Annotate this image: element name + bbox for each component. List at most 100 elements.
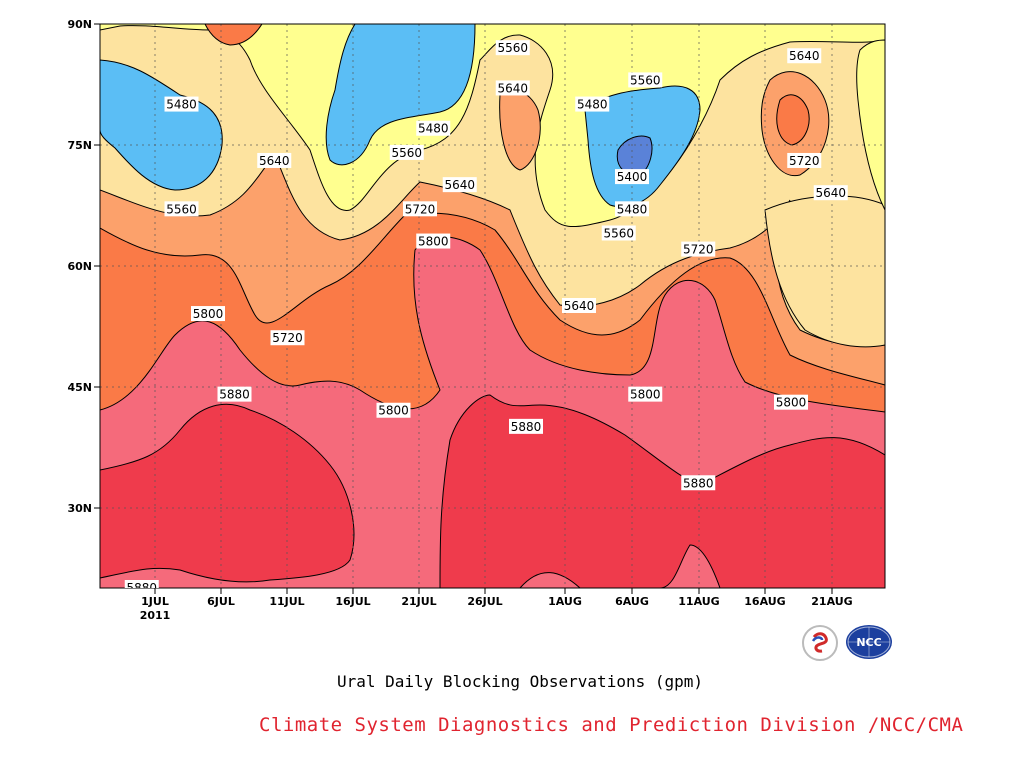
contour-label-text: 5640 bbox=[789, 49, 820, 63]
x-tick-label: 16JUL bbox=[335, 595, 370, 608]
fill-5400-5480-left bbox=[100, 59, 223, 191]
contour-label-text: 5560 bbox=[630, 73, 661, 87]
y-tick-label: 75N bbox=[67, 139, 92, 152]
contour-chart: 90N 75N 60N 45N 30N 1JUL 6JUL 11JUL 16JU… bbox=[67, 18, 886, 622]
contour-label: 5480 bbox=[164, 96, 199, 112]
contour-label-bg bbox=[495, 40, 530, 56]
contour-label-bg bbox=[495, 80, 530, 96]
contour-label-text: 5720 bbox=[683, 243, 714, 257]
contour-label: 5640 bbox=[787, 48, 822, 64]
x-tick-label: 6JUL bbox=[207, 595, 235, 608]
contour-label-bg bbox=[270, 330, 305, 346]
contour-label: 5640 bbox=[442, 177, 477, 193]
contour-label: 5720 bbox=[403, 201, 437, 217]
contour-label: 5560 bbox=[628, 72, 663, 88]
contour-label-text: 5800 bbox=[630, 388, 661, 402]
contour-label: 5880 bbox=[681, 475, 716, 491]
contour-label-bg bbox=[217, 386, 252, 402]
contour-label-text: 5880 bbox=[219, 388, 250, 402]
contour-label-text: 5480 bbox=[617, 202, 648, 216]
contour-label-bg bbox=[628, 386, 663, 402]
contour-labels: 5480 5560 5640 5800 5720 5880 5880 5480 5560 5640… bbox=[124, 40, 848, 595]
contour-label-text: 5640 bbox=[259, 154, 290, 168]
y-tick-label: 45N bbox=[67, 381, 92, 394]
contour-label-text: 5720 bbox=[272, 331, 303, 345]
ncc-logo-icon: NCC bbox=[846, 625, 892, 659]
x-tick-label: 1AUG bbox=[548, 595, 582, 608]
x-tick-label: 1JUL bbox=[141, 595, 169, 608]
contour-label-text: 5720 bbox=[789, 154, 820, 168]
contour-label: 5800 bbox=[774, 394, 808, 410]
contour-label-bg bbox=[628, 72, 663, 88]
plot-frame bbox=[99, 23, 886, 589]
contour-label-bg bbox=[164, 96, 199, 112]
fill-5720-5800-isle-top bbox=[204, 24, 263, 46]
contour-label-bg bbox=[681, 241, 716, 257]
contour-label-text: 5800 bbox=[193, 307, 224, 321]
contour-label-text: 5800 bbox=[418, 235, 449, 249]
contour-label: 5880 bbox=[217, 386, 252, 402]
contour-label: 5800 bbox=[416, 233, 451, 249]
x-tick-label: 21AUG bbox=[811, 595, 852, 608]
contour-label-bg bbox=[509, 418, 543, 434]
contour-label-bg bbox=[774, 394, 808, 410]
contour-label-bg bbox=[416, 233, 451, 249]
contour-label: 5800 bbox=[628, 386, 663, 402]
contour-label-text: 5480 bbox=[418, 122, 449, 136]
y-tick-label: 60N bbox=[67, 260, 92, 273]
contour-label-bg bbox=[615, 201, 649, 217]
contour-label-bg bbox=[389, 144, 424, 160]
contour-label: 5400 bbox=[615, 169, 649, 185]
contour-label-bg bbox=[416, 120, 451, 136]
contour-label: 5480 bbox=[575, 96, 610, 112]
contour-label-bg bbox=[164, 201, 199, 217]
fill-5400-5480-mid bbox=[325, 24, 476, 166]
contour-label: 5880 bbox=[124, 580, 159, 595]
contour-label: 5560 bbox=[601, 225, 636, 241]
contour-label-bg bbox=[575, 96, 610, 112]
contour-label-text: 5640 bbox=[444, 178, 475, 192]
contour-label: 5720 bbox=[270, 330, 305, 346]
x-tick-label: 26JUL bbox=[467, 595, 502, 608]
fill-above-5880-left bbox=[100, 403, 355, 583]
y-tick-label: 90N bbox=[67, 18, 92, 31]
contour-fills bbox=[100, 24, 885, 588]
x-tick-label: 6AUG bbox=[615, 595, 649, 608]
contour-label: 5560 bbox=[164, 201, 199, 217]
contour-label-bg bbox=[787, 152, 822, 168]
contour-label: 5800 bbox=[191, 306, 225, 322]
contour-label: 5640 bbox=[813, 185, 848, 201]
bcc-logo-icon bbox=[802, 625, 838, 661]
fill-5480-5560 bbox=[100, 24, 885, 228]
contour-label: 5720 bbox=[681, 241, 716, 257]
contour-label-text: 5480 bbox=[577, 98, 608, 112]
contour-label-bg bbox=[124, 580, 159, 588]
contour-label-bg bbox=[787, 48, 822, 64]
contour-label-text: 5880 bbox=[126, 581, 157, 595]
contour-label-text: 5800 bbox=[776, 396, 807, 410]
x-tick-label: 16AUG bbox=[744, 595, 785, 608]
contour-label-text: 5640 bbox=[564, 299, 595, 313]
contour-label-bg bbox=[681, 475, 716, 491]
y-axis bbox=[94, 23, 100, 509]
x-tick-label: 21JUL bbox=[401, 595, 436, 608]
contour-label-text: 5560 bbox=[166, 202, 197, 216]
contour-label-bg bbox=[615, 169, 649, 185]
contour-label-text: 5800 bbox=[378, 404, 409, 418]
contour-label-text: 5560 bbox=[603, 226, 634, 240]
contour-label-text: 5640 bbox=[815, 186, 846, 200]
contour-label: 5560 bbox=[389, 144, 424, 160]
chart-title: Ural Daily Blocking Observations (gpm) bbox=[336, 672, 704, 691]
contour-label-bg bbox=[403, 201, 437, 217]
x-tick-label: 11AUG bbox=[678, 595, 719, 608]
y-tick-label: 30N bbox=[67, 502, 92, 515]
contour-label-bg bbox=[601, 225, 636, 241]
credit-line: Climate System Diagnostics and Predictio… bbox=[259, 714, 964, 736]
contour-label-text: 5880 bbox=[511, 420, 542, 434]
contour-label: 5800 bbox=[376, 402, 411, 418]
contour-label-bg bbox=[813, 185, 848, 201]
contour-label-bg bbox=[191, 306, 225, 322]
fill-5480-5560-right bbox=[856, 39, 885, 211]
x-tick-year: 2011 bbox=[140, 609, 171, 622]
contour-label-text: 5880 bbox=[683, 476, 714, 490]
